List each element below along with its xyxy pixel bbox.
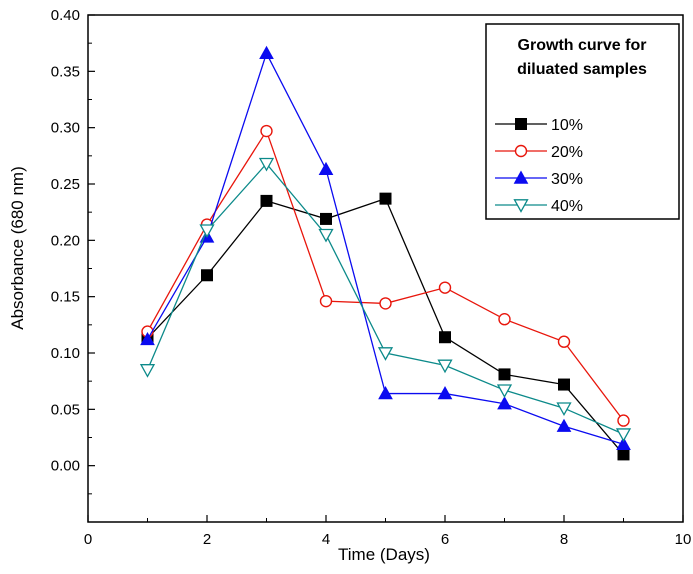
- legend-marker: [513, 199, 529, 213]
- data-point: [437, 359, 453, 374]
- data-point: [201, 269, 213, 282]
- data-point: [318, 161, 334, 176]
- y-axis-title: Absorbance (680 nm): [8, 166, 27, 329]
- data-point: [139, 364, 156, 378]
- x-tick-label: 8: [560, 531, 568, 548]
- legend-entry: 10%: [495, 117, 583, 134]
- legend-marker: [515, 118, 527, 130]
- y-tick-label: 0.20: [51, 232, 80, 249]
- x-tick-label: 4: [322, 531, 330, 548]
- data-point: [556, 418, 572, 432]
- series-30pct: [140, 45, 631, 450]
- y-tick-label: 0.35: [51, 63, 80, 80]
- legend-marker: [513, 170, 529, 184]
- legend-entry: 40%: [495, 198, 583, 215]
- x-tick-label: 10: [675, 531, 692, 548]
- data-point: [377, 347, 394, 361]
- y-tick-label: 0.10: [51, 345, 80, 362]
- data-point: [616, 436, 631, 450]
- data-point: [617, 414, 630, 427]
- data-point: [557, 335, 571, 348]
- y-tick-label: 0.40: [51, 7, 80, 24]
- legend: Growth curve for diluated samples 10% 20%…: [485, 23, 680, 220]
- legend-label: 10%: [551, 117, 583, 134]
- data-point: [438, 281, 452, 294]
- data-point: [259, 45, 274, 60]
- legend-title-line-2: diluated samples: [517, 61, 647, 78]
- data-point: [140, 331, 155, 346]
- data-point: [260, 194, 273, 207]
- data-point: [497, 396, 512, 410]
- y-tick-label: 0.00: [51, 458, 80, 475]
- legend-label: 20%: [551, 144, 583, 161]
- data-point: [439, 331, 451, 344]
- legend-title-line-1: Growth curve for: [518, 37, 647, 54]
- data-point: [556, 402, 572, 417]
- data-point: [617, 448, 630, 461]
- series-line: [147, 197, 624, 455]
- data-point: [260, 124, 273, 138]
- x-tick-label: 6: [441, 531, 449, 548]
- y-tick-label: 0.15: [51, 289, 80, 306]
- legend-label: 30%: [551, 171, 583, 188]
- series-40pct: [139, 157, 632, 442]
- x-tick-label: 0: [84, 531, 92, 548]
- data-point: [319, 294, 333, 308]
- data-point: [498, 368, 511, 381]
- data-point: [318, 228, 334, 243]
- data-point: [199, 224, 215, 239]
- data-point: [379, 297, 392, 310]
- legend-marker: [514, 144, 528, 158]
- y-tick-label: 0.05: [51, 401, 80, 418]
- legend-label: 40%: [551, 198, 583, 215]
- legend-entry: 20%: [495, 144, 583, 161]
- y-tick-label: 0.30: [51, 120, 80, 137]
- data-point: [558, 378, 570, 391]
- data-point: [496, 384, 513, 399]
- series-group: [139, 45, 632, 461]
- data-point: [615, 428, 632, 442]
- data-point: [320, 212, 332, 225]
- data-point: [379, 192, 392, 205]
- data-point: [378, 386, 393, 400]
- data-point: [437, 386, 453, 400]
- x-tick-label: 2: [203, 531, 211, 548]
- y-tick-label: 0.25: [51, 176, 80, 193]
- data-point: [498, 313, 511, 326]
- legend-entry: 30%: [495, 170, 583, 188]
- series-10pct: [141, 192, 630, 461]
- x-axis-title: Time (Days): [338, 545, 430, 564]
- tick-marks: 0 2 4 6 8 10 0.00 0.05 0.10 0.15 0.20 0.25 0.30 0.35 0…: [51, 7, 692, 548]
- data-point: [258, 157, 275, 172]
